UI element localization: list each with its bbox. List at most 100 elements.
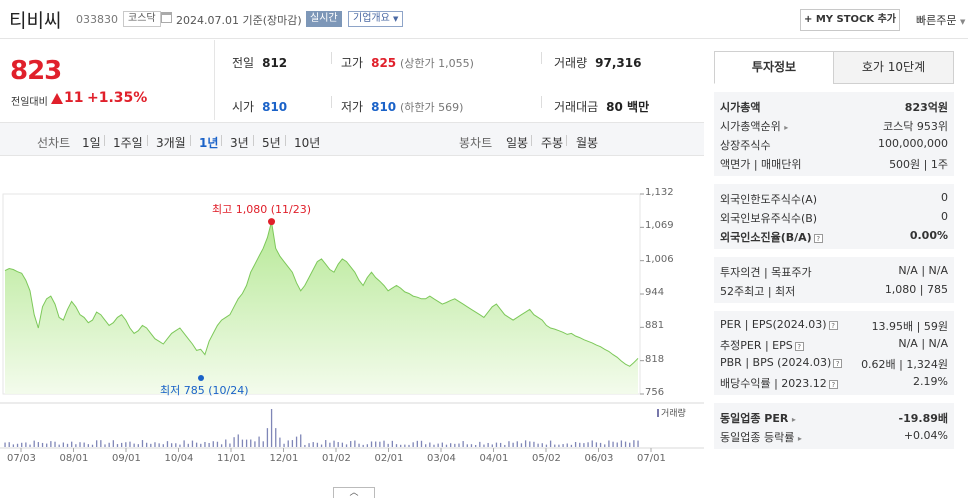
volume-bar — [100, 440, 102, 447]
foreign-hold: 0 — [941, 210, 948, 223]
volume-bar — [8, 442, 10, 447]
help-icon[interactable]: ? — [813, 234, 823, 243]
volume-bar — [75, 444, 77, 447]
industry-per-link[interactable]: 동일업종 PER ▸ — [720, 412, 796, 425]
volume-bar — [504, 444, 506, 447]
period-3y[interactable]: 3년 — [230, 136, 249, 150]
volume-bar — [116, 444, 119, 447]
volume-bar — [637, 440, 639, 447]
volume-bar — [254, 441, 256, 447]
candle-daily[interactable]: 일봉 — [506, 136, 529, 150]
volume-bar — [441, 442, 443, 447]
period-1d[interactable]: 1일 — [82, 136, 101, 150]
volume-bar — [175, 443, 177, 447]
period-10y[interactable]: 10년 — [294, 136, 321, 150]
volume-bar — [200, 443, 202, 447]
volume-bar — [375, 441, 377, 447]
period-5y[interactable]: 5년 — [262, 136, 281, 150]
volume-bar — [470, 444, 473, 447]
volume-bar — [79, 442, 81, 447]
volume-bar — [29, 444, 31, 447]
period-1w[interactable]: 1주일 — [113, 136, 143, 150]
help-icon[interactable]: ? — [833, 359, 843, 368]
dividend-yield: 2.19% — [913, 375, 948, 388]
industry-rate-link[interactable]: 동일업종 등락률 ▸ — [720, 431, 802, 444]
help-icon[interactable]: ? — [828, 321, 838, 330]
volume-bar — [216, 441, 219, 447]
market-cap: 823억원 — [904, 101, 948, 114]
volume-bar — [579, 442, 581, 447]
volume-bar — [383, 440, 385, 447]
per-eps: 13.95배 | 59원 — [871, 320, 948, 333]
week52-range: 1,080 | 785 — [884, 283, 948, 296]
volume-legend: 거래량 — [657, 406, 686, 419]
period-3m[interactable]: 3개월 — [156, 136, 186, 150]
volume-bar — [529, 441, 531, 447]
volume-bar — [62, 442, 65, 447]
period-1y[interactable]: 1년 — [199, 136, 219, 150]
chevron-down-icon: ▼ — [959, 18, 966, 26]
price-chart: 1,132 1,069 1,006 944 881 818 756 07/03 08/01 09… — [0, 156, 704, 500]
tab-quote-10[interactable]: 호가 10단계 — [833, 51, 954, 84]
volume-bar — [295, 436, 298, 447]
volume-bar — [179, 444, 181, 447]
volume-bar — [479, 441, 481, 447]
chart-collapse-toggle[interactable]: ︿ — [333, 487, 375, 498]
chevron-down-icon: ▼ — [393, 15, 399, 23]
help-icon[interactable]: ? — [794, 342, 804, 351]
volume-bar — [145, 442, 148, 447]
volume-bar — [83, 442, 85, 447]
listed-shares: 100,000,000 — [878, 137, 948, 150]
add-mystock-button[interactable]: + MY STOCK 추가 — [800, 9, 900, 31]
volume-bar — [337, 442, 339, 447]
volume-bar — [474, 444, 477, 447]
tab-invest-info[interactable]: 투자정보 — [714, 51, 834, 84]
volume-bar — [208, 442, 210, 447]
opinion-section: 투자의견 | 목표주가 N/A | N/A 52주최고 | 최저 1,080 | 7… — [714, 257, 954, 303]
corp-overview-dropdown[interactable]: 기업개요 ▼ — [348, 11, 404, 27]
volume-bar — [454, 443, 456, 447]
volume-bar — [408, 444, 410, 447]
candle-weekly[interactable]: 주봉 — [541, 136, 564, 150]
x-tick-label: 02/01 — [374, 453, 404, 464]
volume-bar — [445, 444, 448, 447]
volume-bar — [537, 443, 539, 447]
volume-bar — [595, 442, 598, 447]
volume-bar — [320, 444, 323, 447]
volume-bar — [121, 442, 123, 447]
volume-bar — [125, 442, 127, 447]
volume-bar — [141, 440, 144, 447]
volume-bar — [608, 440, 610, 447]
pbr-bps: 0.62배 | 1,324원 — [861, 358, 948, 371]
volume-bar — [520, 443, 523, 447]
volume-bar — [129, 441, 131, 447]
volume: 거래량 97,316 — [554, 56, 642, 70]
volume-bar — [25, 442, 27, 447]
y-tick-label: 1,132 — [645, 187, 674, 198]
volume-bar — [437, 443, 439, 447]
help-icon[interactable]: ? — [828, 380, 838, 389]
realtime-badge[interactable]: 실시간 — [306, 11, 342, 27]
industry-rate: +0.04% — [903, 429, 948, 442]
volume-bar — [574, 441, 577, 447]
quick-order-link[interactable]: 빠른주문 ▼ — [916, 14, 966, 27]
x-tick-label: 12/01 — [269, 453, 299, 464]
volume-bar — [533, 441, 535, 447]
x-tick-label: 05/02 — [532, 453, 561, 464]
volume-bar — [429, 442, 431, 447]
market-badge: 코스닥 — [123, 11, 161, 27]
volume-bar — [187, 443, 189, 447]
market-cap-rank-link[interactable]: 시가총액순위 ▸ — [720, 120, 789, 133]
volume-bar — [270, 409, 273, 447]
volume-bar — [458, 443, 460, 447]
volume-bar — [279, 437, 281, 447]
volume-bar — [499, 442, 502, 447]
volume-bar — [591, 440, 593, 447]
volume-bar — [212, 441, 214, 447]
x-tick-label: 07/01 — [637, 453, 666, 464]
volume-bar — [604, 444, 606, 447]
low-label: 최저 785 (10/24) — [160, 384, 249, 397]
volume-bar — [395, 444, 398, 447]
candle-monthly[interactable]: 월봉 — [576, 136, 599, 150]
volume-bar — [570, 444, 573, 447]
